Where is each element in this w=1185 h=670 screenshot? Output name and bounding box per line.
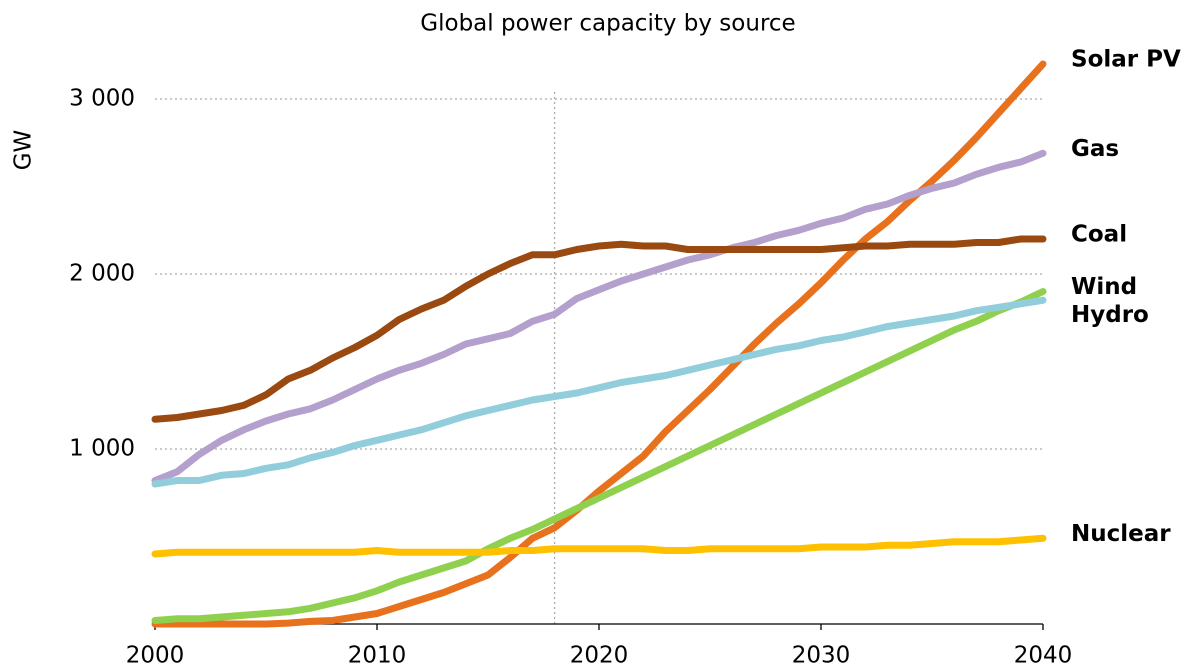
x-tick-label: 2040 — [1014, 643, 1073, 669]
legend-label: Wind — [1071, 274, 1137, 300]
x-tick-label: 2030 — [792, 643, 851, 669]
y-tick-label: 1 000 — [69, 436, 135, 462]
series-line — [151, 296, 1047, 488]
series-line — [151, 235, 1047, 423]
legend-label: Nuclear — [1071, 521, 1171, 547]
chart-title: Global power capacity by source — [420, 11, 795, 37]
x-tick-label: 2000 — [126, 643, 185, 669]
y-axis-label: GW — [11, 130, 37, 171]
series-line — [151, 288, 1047, 624]
legend-label: Solar PV — [1071, 47, 1181, 73]
y-tick-label: 2 000 — [69, 261, 135, 287]
x-tick-label: 2010 — [348, 643, 407, 669]
legend-label: Gas — [1071, 136, 1119, 162]
series-line — [151, 149, 1047, 484]
legend-label: Hydro — [1071, 302, 1149, 328]
y-tick-label: 3 000 — [69, 86, 135, 112]
series-line — [151, 534, 1047, 558]
x-tick-label: 2020 — [570, 643, 629, 669]
series-line — [151, 60, 1047, 628]
legend-label: Coal — [1071, 222, 1127, 248]
